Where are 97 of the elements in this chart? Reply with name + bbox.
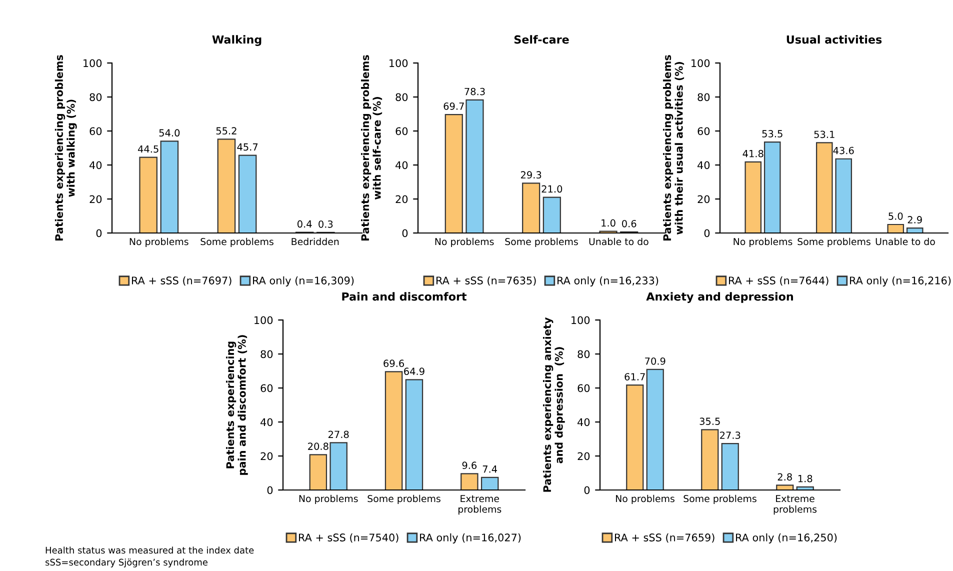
y-tick-label: 40 — [260, 418, 273, 426]
text: Health status was measured at the index date — [46, 546, 254, 554]
data-label: 53.5 — [762, 130, 782, 138]
y-axis-title: Patients experiencing problems with their usual activities (%) — [663, 55, 684, 240]
data-label: 5.0 — [888, 212, 903, 220]
chart-title: Anxiety and depression — [646, 292, 793, 303]
y-tick-label: 0 — [267, 486, 273, 494]
y-tick-label: 80 — [90, 93, 102, 102]
x-tick-label: Some problems — [798, 238, 870, 247]
data-label: 44.5 — [138, 145, 158, 153]
x-tick-label: No problems — [435, 238, 494, 247]
legend-label: RA + sSS (n=7697) — [132, 276, 232, 286]
data-label: 21.0 — [542, 185, 562, 193]
chart-title: Usual activities — [786, 35, 882, 44]
legend-label: RA + sSS (n=7635) — [436, 276, 536, 286]
data-label: 1.8 — [798, 474, 812, 482]
x-tick-label: No problems — [616, 494, 674, 504]
data-label: 27.8 — [328, 430, 349, 438]
data-label: 9.6 — [462, 462, 477, 470]
x-tick-label: No problems — [130, 238, 188, 247]
y-tick-label: 0 — [96, 229, 102, 238]
y-tick-label: 60 — [396, 127, 408, 136]
y-tick-label: 20 — [578, 452, 590, 460]
y-tick-label: 100 — [254, 316, 273, 324]
y-tick-label: 40 — [396, 161, 408, 170]
data-label: 0.6 — [622, 220, 636, 228]
data-label: 43.6 — [833, 146, 854, 154]
y-tick-label: 100 — [84, 59, 102, 68]
x-tick-label: Extreme problems — [774, 495, 817, 515]
y-tick-label: 60 — [260, 384, 273, 392]
data-label: 27.3 — [720, 432, 740, 439]
data-label: 35.5 — [700, 418, 720, 425]
legend-label: RA + sSS (n=7540) — [298, 533, 398, 543]
data-label: 1.0 — [602, 219, 616, 227]
y-tick-label: 60 — [90, 127, 102, 136]
x-tick-label: Some problems — [200, 238, 274, 247]
data-label: 69.6 — [384, 360, 404, 368]
x-tick-label: Some problems — [505, 238, 578, 247]
data-label: 0.4 — [297, 220, 312, 228]
data-label: 53.1 — [814, 130, 834, 138]
data-label: 29.3 — [520, 171, 542, 179]
y-axis-title: Patients experiencing anxiety and depression (%) — [543, 317, 565, 492]
y-tick-label: 40 — [90, 161, 102, 170]
data-label: 64.9 — [404, 368, 424, 376]
chart-title: Pain and discomfort — [342, 292, 467, 301]
legend-label: RA only (n=16,233) — [558, 276, 658, 286]
legend-label: RA only (n=16,027) — [420, 533, 521, 544]
y-tick-label: 40 — [698, 161, 710, 170]
y-tick-label: 60 — [698, 127, 710, 136]
y-tick-label: 80 — [396, 93, 408, 102]
chart-title: Walking — [212, 35, 262, 46]
x-tick-label: Unable to do — [589, 238, 648, 246]
x-tick-label: Bedridden — [292, 238, 339, 246]
legend-label: RA + sSS (n=7659) — [614, 533, 714, 543]
x-tick-label: Some problems — [684, 494, 756, 504]
legend-label: RA + sSS (n=7644) — [728, 276, 828, 286]
legend-label: RA only (n=16,250) — [736, 533, 837, 544]
data-label: 2.9 — [908, 216, 922, 224]
y-tick-label: 100 — [572, 316, 590, 324]
y-tick-label: 60 — [578, 384, 590, 392]
legend-label: RA only (n=16,309) — [253, 276, 354, 286]
y-tick-label: 0 — [402, 229, 408, 238]
x-tick-label: Some problems — [368, 494, 440, 504]
y-tick-label: 40 — [578, 418, 590, 426]
data-label: 0.3 — [318, 220, 333, 228]
y-axis-title: Patients experiencing pain and discomfort (%) — [226, 335, 248, 475]
x-tick-label: Unable to do — [876, 238, 935, 246]
legend-label: RA only (n=16,216) — [850, 276, 951, 286]
data-label: 41.8 — [742, 150, 764, 158]
y-tick-label: 20 — [396, 195, 408, 204]
data-label: 78.3 — [464, 88, 485, 96]
y-tick-label: 80 — [698, 93, 710, 102]
x-tick-label: Extreme problems — [458, 495, 502, 515]
y-axis-title: Patients experiencing problems with self-care (%) — [361, 55, 382, 240]
y-tick-label: 100 — [692, 59, 710, 68]
data-label: 7.4 — [482, 466, 498, 473]
data-label: 61.7 — [624, 373, 645, 380]
y-tick-label: 20 — [90, 195, 102, 204]
data-label: 55.2 — [216, 127, 236, 134]
chart-title: Self-care — [514, 35, 569, 44]
data-label: 54.0 — [159, 129, 180, 137]
data-label: 2.8 — [778, 473, 792, 481]
y-tick-label: 80 — [578, 350, 590, 358]
text: sSS=secondary Sjögren’s syndrome — [45, 558, 208, 568]
y-tick-label: 0 — [584, 486, 590, 494]
y-tick-label: 20 — [698, 195, 710, 204]
y-tick-label: 0 — [704, 229, 710, 238]
y-tick-label: 20 — [260, 452, 273, 460]
data-label: 45.7 — [237, 143, 258, 151]
y-tick-label: 80 — [260, 350, 273, 358]
data-label: 20.8 — [308, 442, 328, 450]
data-label: 70.9 — [645, 357, 666, 365]
data-label: 69.7 — [444, 102, 464, 110]
y-tick-label: 100 — [390, 59, 408, 68]
y-axis-title: Patients experiencing problems with walking (%) — [54, 55, 77, 240]
x-tick-label: No problems — [299, 494, 358, 504]
x-tick-label: No problems — [734, 238, 792, 247]
